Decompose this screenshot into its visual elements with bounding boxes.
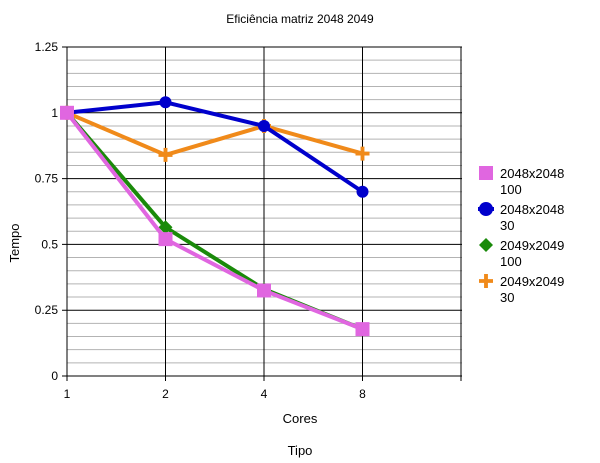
- x-tick-labels: 1 2 4 8: [64, 387, 367, 401]
- chart-title: Eficiência matriz 2048 2049: [226, 12, 374, 26]
- y-tick-label: 0.25: [35, 303, 59, 317]
- major-gridlines: [62, 46, 462, 381]
- x-tick-label: 1: [64, 387, 71, 401]
- y-tick-labels: 0 0.25 0.5 0.75 1 1.25: [35, 40, 59, 383]
- data-point: [60, 105, 74, 120]
- y-tick-label: 0: [51, 369, 58, 383]
- data-point: [258, 119, 270, 132]
- data-point: [355, 146, 370, 161]
- legend-label: 30: [500, 290, 514, 305]
- legend: 2048x20481002048x2048302049x20491002049x…: [478, 166, 564, 305]
- data-point: [355, 322, 370, 337]
- y-axis-label: Tempo: [7, 223, 22, 262]
- series-line: [66, 100, 364, 194]
- y-tick-label: 0.5: [41, 237, 58, 251]
- data-point: [257, 283, 271, 298]
- legend-label: 2049x2049: [500, 274, 564, 289]
- series-2048x2048-30: [61, 96, 369, 198]
- x-tick-label: 4: [261, 387, 268, 401]
- y-tick-label: 1: [51, 106, 58, 120]
- data-point: [479, 238, 493, 252]
- legend-label: 2049x2049: [500, 238, 564, 253]
- series-layer: [59, 96, 370, 337]
- x-axis-label: Cores: [283, 411, 318, 426]
- data-point: [479, 202, 493, 216]
- y-tick-label: 0.75: [35, 172, 59, 186]
- series-line: [66, 110, 364, 157]
- series-2048x2048-100: [60, 105, 370, 337]
- data-point: [479, 274, 494, 289]
- x-tick-label: 2: [162, 387, 169, 401]
- legend-label: 100: [500, 254, 522, 269]
- legend-label: 2048x2048: [500, 202, 564, 217]
- data-point: [158, 147, 173, 162]
- data-point: [158, 220, 173, 235]
- legend-label: 30: [500, 218, 514, 233]
- data-point: [356, 185, 369, 198]
- x-tick-label: 8: [359, 387, 366, 401]
- data-point: [479, 166, 493, 180]
- legend-label: 2048x2048: [500, 166, 564, 181]
- legend-label: 100: [500, 182, 522, 197]
- data-point: [159, 96, 172, 109]
- data-point: [158, 232, 173, 247]
- y-tick-label: 1.25: [35, 40, 59, 54]
- footer-label: Tipo: [288, 443, 313, 458]
- series-line: [65, 111, 364, 332]
- axes: [66, 47, 462, 377]
